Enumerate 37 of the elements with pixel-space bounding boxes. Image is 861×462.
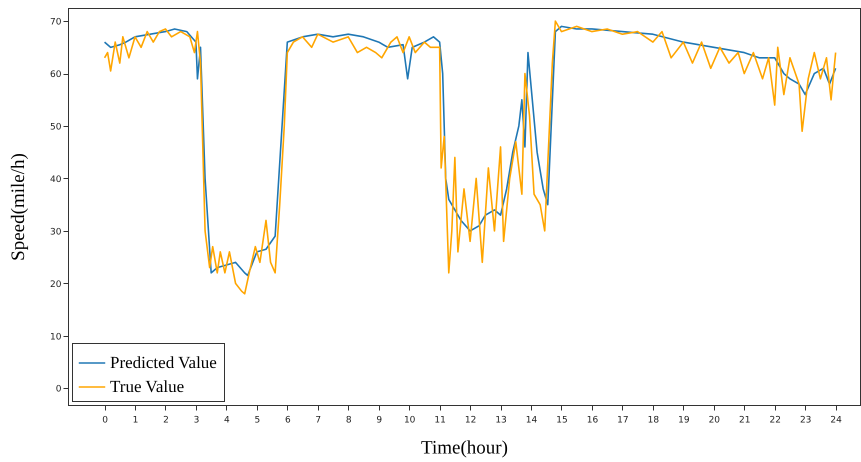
x-tick-label: 4 [224,416,230,426]
x-tick-label: 15 [556,416,568,426]
x-tick-label: 13 [495,416,507,426]
legend-label: Predicted Value [110,353,217,372]
x-tick-label: 10 [404,416,416,426]
x-tick-label: 16 [586,416,598,426]
x-tick-label: 11 [434,416,446,426]
x-tick-label: 12 [464,416,476,426]
x-tick-label: 3 [194,416,200,426]
y-tick-label: 0 [56,384,62,395]
y-tick-label: 30 [50,227,62,238]
x-tick-label: 2 [163,416,169,426]
x-tick-label: 7 [315,416,322,426]
x-tick-label: 8 [346,416,352,426]
x-axis-title: Time(hour) [421,438,508,458]
legend-label: True Value [110,377,184,396]
x-tick-label: 20 [708,416,720,426]
x-tick-label: 24 [830,416,842,426]
x-tick-label: 18 [648,416,660,426]
y-tick-label: 70 [50,18,62,28]
x-tick-label: 1 [132,416,138,426]
y-tick-label: 60 [50,70,62,80]
x-tick-label: 17 [617,416,629,426]
x-tick-label: 22 [769,416,781,426]
x-tick-label: 19 [678,416,690,426]
x-tick-label: 9 [376,416,382,426]
y-tick-label: 20 [50,280,62,290]
y-tick-label: 10 [50,332,62,342]
x-tick-label: 21 [739,416,750,426]
x-tick-label: 5 [254,416,260,426]
x-tick-label: 6 [284,416,291,426]
y-axis-title: Speed(mile/h) [8,153,30,261]
x-tick-label: 23 [800,416,812,426]
x-tick-label: 0 [102,416,108,426]
y-tick-label: 50 [50,122,62,132]
x-tick-label: 14 [526,416,538,426]
y-tick-label: 40 [50,174,62,185]
